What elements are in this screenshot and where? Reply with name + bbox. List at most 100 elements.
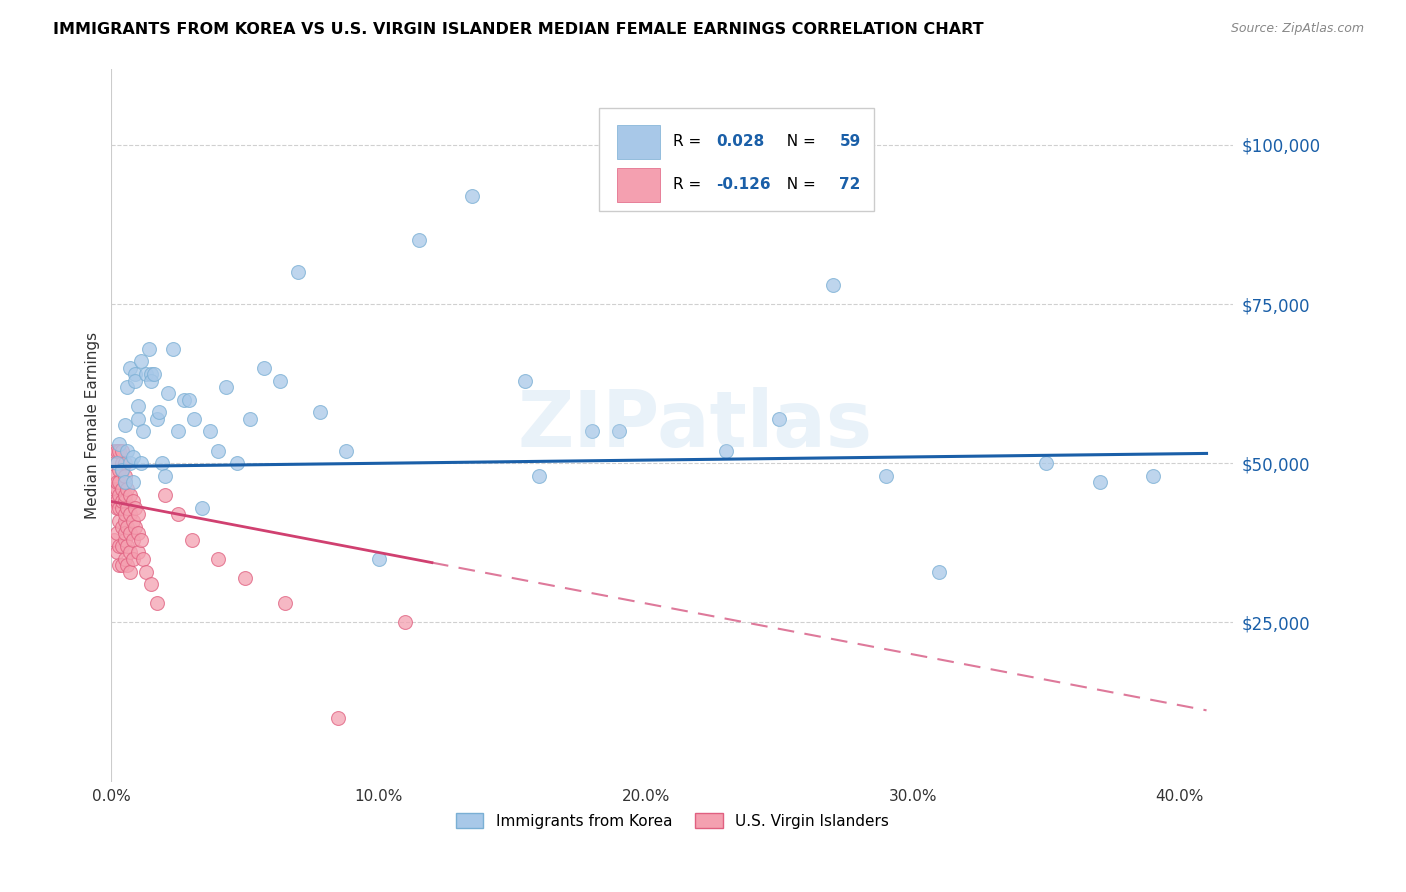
Point <box>121 494 143 508</box>
Point <box>527 469 550 483</box>
Point <box>207 443 229 458</box>
Point <box>127 526 149 541</box>
Point <box>200 425 222 439</box>
Point <box>114 475 136 490</box>
Point <box>124 520 146 534</box>
Text: 59: 59 <box>839 135 860 150</box>
Point <box>215 380 238 394</box>
Point <box>156 386 179 401</box>
Point <box>132 551 155 566</box>
Point <box>928 565 950 579</box>
Point <box>768 411 790 425</box>
Point <box>146 411 169 425</box>
Point <box>105 443 128 458</box>
Point <box>274 596 297 610</box>
Point <box>111 539 134 553</box>
Point <box>132 425 155 439</box>
Point <box>1088 475 1111 490</box>
Point <box>108 488 131 502</box>
Point <box>105 500 128 515</box>
Point <box>821 278 844 293</box>
Point <box>105 456 128 470</box>
Point <box>127 399 149 413</box>
Point <box>121 533 143 547</box>
Point <box>135 565 157 579</box>
Point <box>108 500 131 515</box>
Point <box>114 551 136 566</box>
Point <box>108 463 131 477</box>
Point <box>141 374 163 388</box>
Point <box>103 443 125 458</box>
Point <box>117 380 139 394</box>
Point <box>117 558 139 573</box>
Point <box>121 551 143 566</box>
Point <box>127 545 149 559</box>
Point <box>114 456 136 470</box>
Text: 0.028: 0.028 <box>716 135 765 150</box>
Text: R =: R = <box>673 178 707 193</box>
Text: -0.126: -0.126 <box>716 178 770 193</box>
Text: IMMIGRANTS FROM KOREA VS U.S. VIRGIN ISLANDER MEDIAN FEMALE EARNINGS CORRELATION: IMMIGRANTS FROM KOREA VS U.S. VIRGIN ISL… <box>53 22 984 37</box>
Point <box>117 482 139 496</box>
Point <box>253 360 276 375</box>
Point <box>111 463 134 477</box>
Y-axis label: Median Female Earnings: Median Female Earnings <box>86 332 100 518</box>
Point <box>111 520 134 534</box>
Point <box>141 577 163 591</box>
Point <box>515 374 537 388</box>
Point <box>114 533 136 547</box>
Point <box>111 482 134 496</box>
Point <box>111 443 134 458</box>
Point <box>114 507 136 521</box>
FancyBboxPatch shape <box>617 168 659 202</box>
Point <box>177 392 200 407</box>
Text: N =: N = <box>776 178 820 193</box>
Point <box>233 571 256 585</box>
Point <box>162 342 184 356</box>
Point <box>108 437 131 451</box>
Point <box>117 443 139 458</box>
FancyBboxPatch shape <box>599 108 875 211</box>
Point <box>124 500 146 515</box>
Point <box>183 411 205 425</box>
Point <box>129 456 152 470</box>
Point <box>114 488 136 502</box>
Point <box>287 265 309 279</box>
Point <box>127 411 149 425</box>
Point <box>191 500 214 515</box>
Point <box>117 500 139 515</box>
Point <box>120 545 142 559</box>
Point <box>129 354 152 368</box>
Text: R =: R = <box>673 135 707 150</box>
Point <box>167 507 190 521</box>
Point <box>148 405 170 419</box>
Point <box>461 189 484 203</box>
Point <box>607 425 630 439</box>
Point <box>135 367 157 381</box>
Point <box>114 418 136 433</box>
Text: N =: N = <box>776 135 820 150</box>
Point <box>269 374 291 388</box>
Point <box>121 514 143 528</box>
Point <box>114 469 136 483</box>
Point <box>120 488 142 502</box>
Point <box>120 565 142 579</box>
Point <box>1035 456 1057 470</box>
Point <box>141 367 163 381</box>
Point <box>207 551 229 566</box>
Point <box>308 405 330 419</box>
Point <box>124 374 146 388</box>
Point <box>124 367 146 381</box>
Point <box>105 545 128 559</box>
Point <box>111 558 134 573</box>
Point <box>138 342 160 356</box>
Point <box>153 488 176 502</box>
Point <box>1142 469 1164 483</box>
Point <box>581 425 603 439</box>
Point <box>117 539 139 553</box>
Point <box>111 463 134 477</box>
Point <box>120 526 142 541</box>
Text: 72: 72 <box>839 178 860 193</box>
Point <box>108 539 131 553</box>
Point <box>114 475 136 490</box>
